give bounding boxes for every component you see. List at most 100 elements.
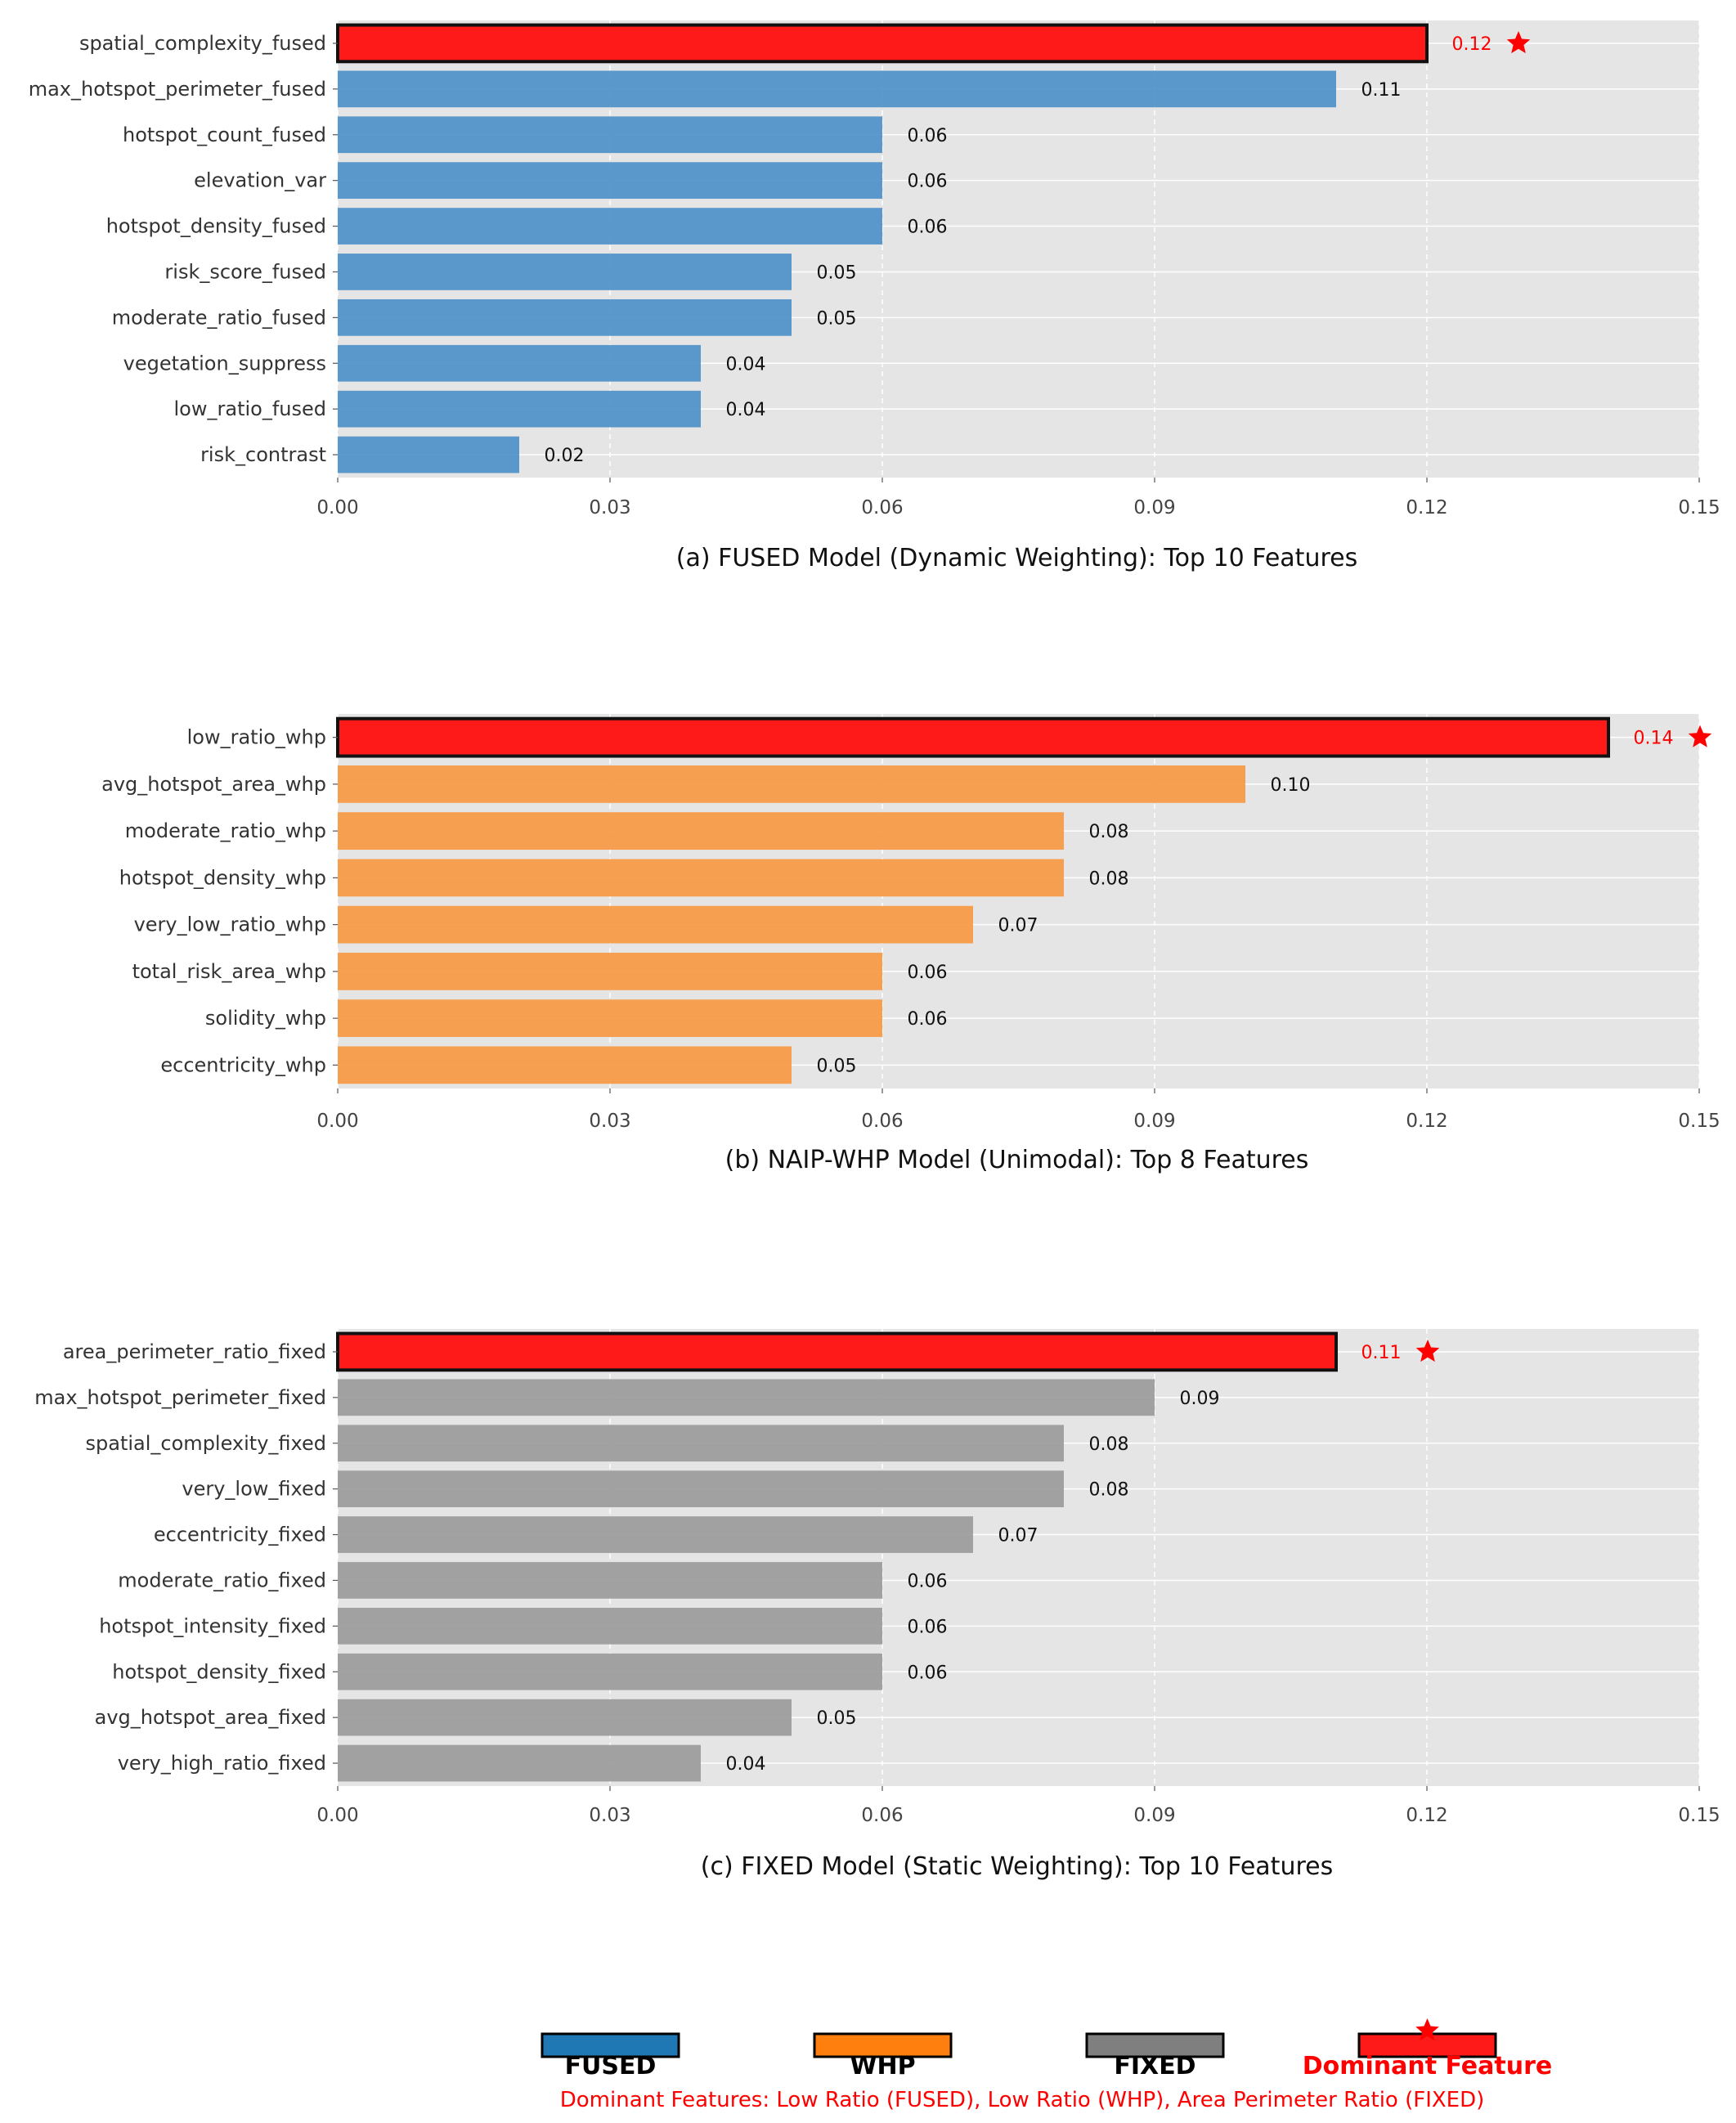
dominant-bar xyxy=(336,23,1429,64)
bar xyxy=(338,859,1064,897)
chart-panel-1: 0.00 0.03 0.06 0.09 0.12 0.15 spatial_complexi… xyxy=(29,20,1720,572)
bar xyxy=(338,390,701,428)
category-label: eccentricity_whp xyxy=(160,1053,326,1076)
x-tick-label: 0.03 xyxy=(589,1111,630,1132)
legend-swatch xyxy=(1085,2032,1225,2058)
legend: FUSED WHP FIXED Dominant Feature Dominant Fe… xyxy=(541,2018,1552,2112)
x-tick-label: 0.15 xyxy=(1678,1805,1720,1826)
category-label: spatial_complexity_fused xyxy=(79,32,326,55)
chart-panel-2: 0.00 0.03 0.06 0.09 0.12 0.15 low_ratio_whp 0.1… xyxy=(101,714,1720,1174)
value-label: 0.05 xyxy=(817,263,857,283)
category-label: max_hotspot_perimeter_fixed xyxy=(34,1386,326,1409)
bar xyxy=(338,1699,792,1736)
x-tick-label: 0.00 xyxy=(316,1805,358,1826)
dominant-bar xyxy=(336,1331,1338,1372)
category-label: risk_contrast xyxy=(200,443,326,466)
dominant-features-note: Dominant Features: Low Ratio (FUSED), Lo… xyxy=(560,2088,1485,2112)
x-tick-label: 0.06 xyxy=(861,1111,903,1132)
category-label: elevation_var xyxy=(194,169,326,192)
bar xyxy=(338,1379,1155,1416)
dominant-star-icon xyxy=(1506,31,1531,54)
dominant-bar xyxy=(336,716,1610,758)
panel-title: (a) FUSED Model (Dynamic Weighting): Top… xyxy=(676,544,1357,572)
category-label: hotspot_intensity_fixed xyxy=(99,1614,326,1637)
x-tick-label: 0.12 xyxy=(1406,497,1447,518)
category-label: hotspot_density_fixed xyxy=(112,1660,326,1683)
bar xyxy=(338,1562,882,1599)
category-label: moderate_ratio_whp xyxy=(125,819,326,842)
category-label: very_low_fixed xyxy=(182,1478,326,1501)
bar xyxy=(338,298,792,336)
panel-title: (b) NAIP-WHP Model (Unimodal): Top 8 Fea… xyxy=(725,1146,1309,1174)
value-label: 0.08 xyxy=(1089,822,1129,842)
x-tick-label: 0.12 xyxy=(1406,1805,1447,1826)
value-label: 0.07 xyxy=(998,916,1038,936)
dominant-value-label: 0.12 xyxy=(1452,34,1492,55)
bar xyxy=(338,208,882,245)
x-tick-label: 0.06 xyxy=(861,497,903,518)
x-tick-label: 0.15 xyxy=(1678,497,1720,518)
category-label: very_high_ratio_fixed xyxy=(118,1752,326,1775)
value-label: 0.04 xyxy=(726,1754,766,1775)
dominant-value-label: 0.11 xyxy=(1361,1343,1402,1363)
category-label: moderate_ratio_fused xyxy=(112,306,326,329)
bar xyxy=(338,1744,701,1782)
category-label: spatial_complexity_fixed xyxy=(86,1432,326,1455)
category-label: total_risk_area_whp xyxy=(132,960,326,983)
value-label: 0.05 xyxy=(817,1056,857,1076)
x-tick-label: 0.09 xyxy=(1133,1111,1175,1132)
x-tick-label: 0.06 xyxy=(861,1805,903,1826)
value-label: 0.04 xyxy=(726,400,766,420)
legend-item: FIXED xyxy=(1085,2032,1225,2080)
legend-swatch xyxy=(541,2032,680,2058)
value-label: 0.06 xyxy=(908,218,948,238)
x-tick-label: 0.03 xyxy=(589,1805,630,1826)
bar xyxy=(338,1607,882,1645)
value-label: 0.06 xyxy=(908,1663,948,1683)
dominant-value-label: 0.14 xyxy=(1634,729,1674,749)
panel-title: (c) FIXED Model (Static Weighting): Top … xyxy=(701,1852,1333,1881)
bar xyxy=(338,162,882,200)
bar xyxy=(338,952,882,990)
category-label: hotspot_count_fused xyxy=(123,123,326,146)
legend-item: Dominant Feature xyxy=(1303,2018,1552,2080)
category-label: avg_hotspot_area_fixed xyxy=(95,1706,326,1729)
chart-panels: 0.00 0.03 0.06 0.09 0.12 0.15 spatial_complexi… xyxy=(29,20,1720,1881)
category-label: moderate_ratio_fixed xyxy=(118,1569,326,1591)
category-label: low_ratio_whp xyxy=(187,726,326,749)
bar xyxy=(338,765,1245,803)
value-label: 0.05 xyxy=(817,308,857,329)
bar xyxy=(338,436,519,474)
legend-item: WHP xyxy=(813,2032,953,2080)
bar xyxy=(338,1516,973,1553)
x-tick-label: 0.12 xyxy=(1406,1111,1447,1132)
bar xyxy=(338,812,1064,851)
x-tick-label: 0.09 xyxy=(1133,497,1175,518)
category-label: hotspot_density_fused xyxy=(106,215,326,238)
x-tick-label: 0.15 xyxy=(1678,1111,1720,1132)
legend-swatch xyxy=(1357,2032,1497,2058)
category-label: area_perimeter_ratio_fixed xyxy=(63,1340,326,1363)
category-label: solidity_whp xyxy=(205,1007,326,1030)
value-label: 0.02 xyxy=(545,446,585,466)
value-label: 0.06 xyxy=(908,1571,948,1591)
legend-item: FUSED xyxy=(541,2032,680,2080)
value-label: 0.10 xyxy=(1271,775,1311,796)
category-label: very_low_ratio_whp xyxy=(134,913,326,936)
bar xyxy=(338,1425,1064,1462)
bar xyxy=(338,905,973,944)
value-label: 0.08 xyxy=(1089,1480,1129,1501)
category-label: risk_score_fused xyxy=(164,260,326,283)
bar xyxy=(338,1653,882,1690)
category-label: vegetation_suppress xyxy=(123,352,326,375)
legend-star-icon xyxy=(1415,2018,1439,2041)
category-label: hotspot_density_whp xyxy=(119,866,326,889)
chart-panel-3: 0.00 0.03 0.06 0.09 0.12 0.15 area_perimeter_r… xyxy=(34,1329,1720,1881)
x-tick-label: 0.03 xyxy=(589,497,630,518)
value-label: 0.08 xyxy=(1089,1434,1129,1455)
x-tick-label: 0.09 xyxy=(1133,1805,1175,1826)
legend-label: WHP xyxy=(850,2052,915,2080)
bar xyxy=(338,1046,792,1084)
legend-label: FUSED xyxy=(565,2052,657,2080)
dominant-star-icon xyxy=(1415,1340,1440,1362)
